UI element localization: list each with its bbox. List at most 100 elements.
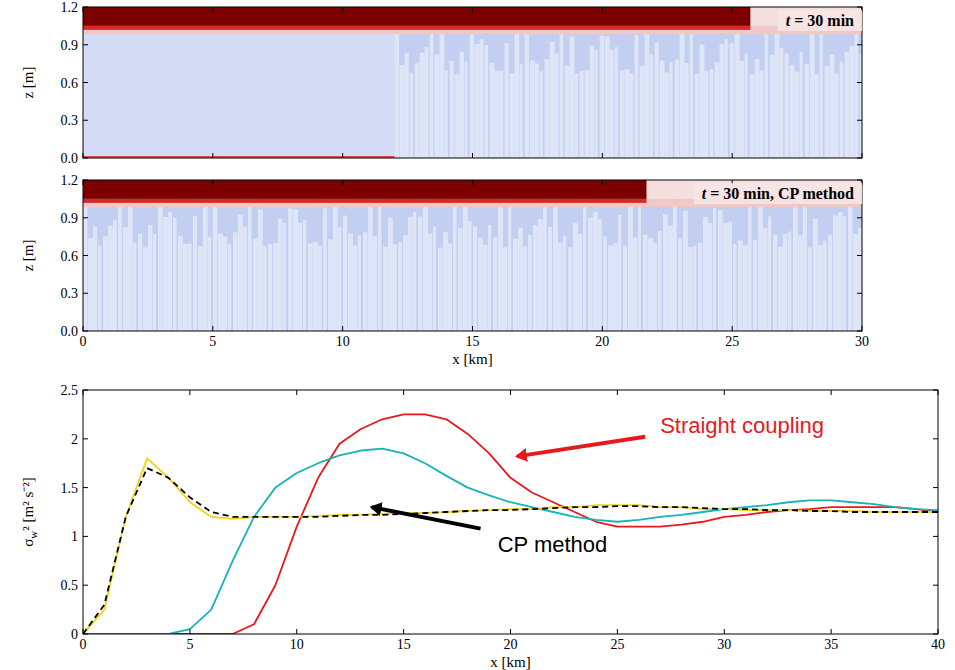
plume xyxy=(723,223,728,331)
y-tick xyxy=(857,293,862,294)
plume xyxy=(743,245,748,331)
x-tick xyxy=(472,7,473,12)
plume xyxy=(748,207,752,331)
x-tick-label: 5 xyxy=(186,637,193,652)
plume xyxy=(510,73,515,158)
x-tick-label: 10 xyxy=(290,637,304,652)
y-tick-label: 0.6 xyxy=(61,249,79,264)
plume xyxy=(490,63,495,158)
plume xyxy=(720,44,725,158)
plume xyxy=(133,243,136,331)
plume xyxy=(298,223,302,331)
plume xyxy=(735,32,740,158)
x-tick xyxy=(189,629,190,634)
plume xyxy=(593,212,598,331)
plume xyxy=(448,243,452,331)
plume xyxy=(83,199,87,331)
label-part: = 30 min, CP method xyxy=(706,185,854,202)
plume xyxy=(653,243,657,331)
plume xyxy=(373,236,377,331)
plume xyxy=(598,219,602,331)
plume xyxy=(508,200,511,331)
series-line xyxy=(83,449,938,634)
plume xyxy=(128,205,133,331)
plume xyxy=(468,221,472,331)
x-axis-title: x [km] xyxy=(490,654,530,670)
plume xyxy=(775,30,780,158)
plume xyxy=(543,203,547,331)
y-tick xyxy=(933,487,938,488)
plume xyxy=(555,53,559,158)
plume xyxy=(618,215,621,331)
plume xyxy=(258,209,263,331)
plume xyxy=(670,62,673,158)
x-tick xyxy=(732,153,733,158)
plume xyxy=(523,247,527,331)
plume xyxy=(568,247,572,331)
plot-frame xyxy=(83,390,938,634)
x-tick xyxy=(602,7,603,12)
plume xyxy=(528,235,532,331)
plume xyxy=(478,238,483,331)
plume xyxy=(680,32,685,158)
plume xyxy=(475,44,480,158)
x-tick xyxy=(212,326,213,331)
plume xyxy=(605,36,610,158)
plume xyxy=(700,45,705,158)
inversion-edge xyxy=(83,26,862,34)
plume xyxy=(518,228,523,331)
plume xyxy=(410,73,413,158)
y-tick xyxy=(933,634,938,635)
plume xyxy=(675,60,679,158)
y-tick xyxy=(857,7,862,8)
plume xyxy=(388,218,393,331)
plume xyxy=(420,53,425,158)
plume xyxy=(233,232,238,331)
plume xyxy=(745,53,748,158)
plume xyxy=(663,214,668,331)
plume xyxy=(788,231,791,331)
plume xyxy=(505,43,509,158)
plume xyxy=(238,215,243,331)
plume xyxy=(470,32,475,158)
x-tick-label: 10 xyxy=(336,334,350,349)
x-tick xyxy=(472,326,473,331)
y-tick-label: 1.2 xyxy=(61,0,79,15)
x-axis-title: x [km] xyxy=(452,351,492,367)
plume xyxy=(363,233,367,331)
plume xyxy=(600,36,604,158)
plume xyxy=(773,235,777,331)
y-tick xyxy=(857,120,862,121)
inversion-weak xyxy=(83,7,862,26)
plume xyxy=(795,72,800,158)
x-tick xyxy=(472,153,473,158)
plume xyxy=(808,247,812,331)
x-tick xyxy=(83,326,84,331)
plume xyxy=(753,240,757,331)
x-tick xyxy=(831,629,832,634)
x-tick xyxy=(617,629,618,634)
y-tick xyxy=(933,390,938,391)
plume xyxy=(595,50,598,158)
plume xyxy=(793,205,798,331)
plume xyxy=(548,227,552,331)
annotation: CP method xyxy=(498,532,608,557)
ylabel-sub: w xyxy=(27,531,39,539)
plot-frame xyxy=(83,7,862,158)
plume xyxy=(93,226,97,331)
plume xyxy=(703,217,708,331)
annotation-arrow xyxy=(517,437,645,457)
y-tick xyxy=(83,158,88,159)
plume xyxy=(668,226,673,331)
plume xyxy=(760,70,764,158)
x-tick xyxy=(342,180,343,185)
x-tick xyxy=(83,7,84,12)
plume xyxy=(173,218,177,331)
plume xyxy=(338,227,341,331)
plume xyxy=(835,74,839,158)
plume xyxy=(650,54,653,158)
y-tick-label: 0.0 xyxy=(61,151,79,166)
y-tick xyxy=(83,255,88,256)
plume xyxy=(103,236,108,331)
plume xyxy=(580,71,584,158)
